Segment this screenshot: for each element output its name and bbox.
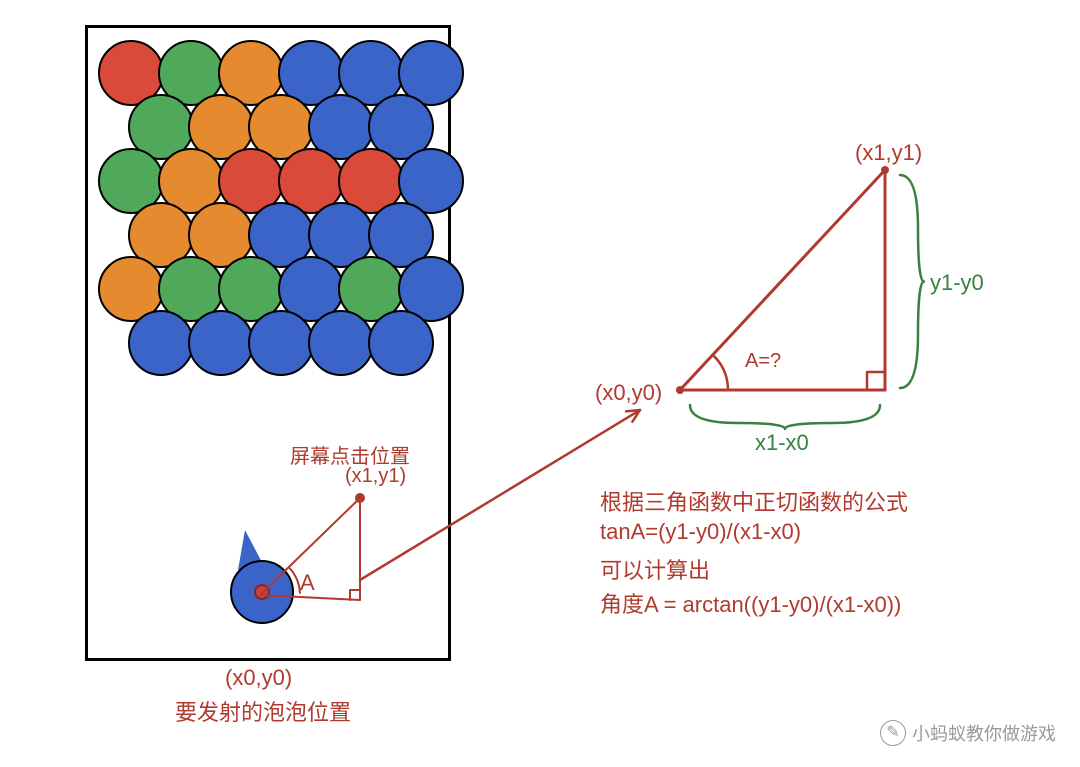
formula-line-1: 根据三角函数中正切函数的公式 bbox=[600, 485, 908, 517]
label-angle-a-big: A=? bbox=[745, 350, 781, 373]
bubble bbox=[248, 310, 314, 376]
label-shooter-title: 要发射的泡泡位置 bbox=[175, 695, 351, 727]
label-click-coord: (x1,y1) bbox=[345, 465, 406, 488]
formula-line-2: tanA=(y1-y0)/(x1-x0) bbox=[600, 519, 801, 545]
formula-line-3: 可以计算出 bbox=[600, 553, 710, 585]
bubble bbox=[308, 310, 374, 376]
label-shooter-coord: (x0,y0) bbox=[225, 665, 292, 691]
wechat-icon: ✎ bbox=[880, 720, 906, 746]
label-brace-x: x1-x0 bbox=[755, 430, 809, 456]
watermark-text: 小蚂蚁教你做游戏 bbox=[912, 720, 1056, 746]
bubble bbox=[368, 310, 434, 376]
bubble bbox=[128, 310, 194, 376]
watermark: ✎ 小蚂蚁教你做游戏 bbox=[880, 720, 1056, 746]
label-angle-a-small: A bbox=[300, 570, 315, 596]
label-p1: (x1,y1) bbox=[855, 140, 922, 166]
formula-line-4: 角度A = arctan((y1-y0)/(x1-x0)) bbox=[600, 587, 901, 619]
label-brace-y: y1-y0 bbox=[930, 270, 984, 296]
label-p0: (x0,y0) bbox=[595, 380, 662, 406]
shooter-center-dot bbox=[254, 584, 270, 600]
bubble bbox=[188, 310, 254, 376]
